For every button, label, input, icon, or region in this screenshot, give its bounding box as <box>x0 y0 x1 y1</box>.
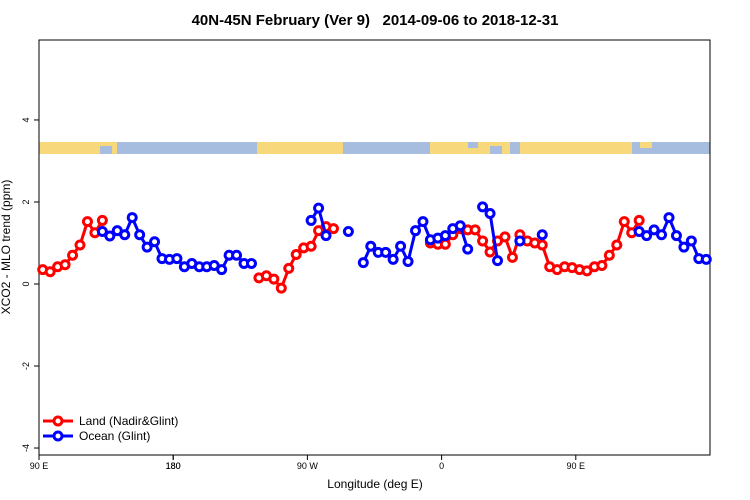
y-axis-title: XCO2 - MLO trend (ppm) <box>0 180 13 315</box>
data-point <box>700 253 712 265</box>
data-point <box>633 214 645 226</box>
legend-label: Ocean (Glint) <box>79 429 150 443</box>
data-point <box>477 235 489 247</box>
data-point <box>134 229 146 241</box>
data-point <box>81 216 93 228</box>
data-point <box>357 257 369 269</box>
data-point <box>596 260 608 272</box>
y-tick-label: 0 <box>21 281 31 286</box>
data-point <box>141 241 153 253</box>
data-point <box>245 257 257 269</box>
data-point <box>685 235 697 247</box>
data-point <box>417 216 429 228</box>
data-point <box>462 243 474 255</box>
data-point <box>641 230 653 242</box>
data-point <box>313 202 325 214</box>
data-point <box>96 214 108 226</box>
data-point <box>484 246 496 258</box>
x-tick-label: 180 <box>166 461 181 471</box>
data-point <box>477 201 489 213</box>
data-point <box>342 226 354 238</box>
data-point <box>469 224 481 236</box>
data-point <box>484 207 496 219</box>
legend-marker <box>52 430 64 442</box>
data-point <box>380 246 392 258</box>
legend-label: Land (Nadir&Glint) <box>79 414 178 428</box>
y-tick-label: 2 <box>21 199 31 204</box>
x-tick-label: 180 <box>166 461 181 471</box>
data-point <box>320 230 332 242</box>
data-point <box>283 262 295 274</box>
data-point <box>648 224 660 236</box>
data-point <box>454 220 466 232</box>
data-point <box>536 229 548 241</box>
y-tick-label: -2 <box>21 362 31 370</box>
data-point <box>216 264 228 276</box>
data-point <box>410 225 422 237</box>
x-tick-label: 90 E <box>30 461 49 471</box>
data-point <box>514 235 526 247</box>
data-point <box>149 236 161 248</box>
data-point <box>492 255 504 267</box>
series-line <box>42 218 641 292</box>
data-point <box>506 251 518 263</box>
data-point <box>44 266 56 278</box>
data-point <box>611 239 623 251</box>
x-tick-label: 90 E <box>567 461 586 471</box>
data-point <box>231 249 243 261</box>
data-point <box>290 248 302 260</box>
data-point <box>327 223 339 235</box>
data-point <box>67 249 79 261</box>
x-tick-label: 0 <box>439 461 444 471</box>
y-tick-label: 4 <box>21 117 31 122</box>
data-point <box>439 238 451 250</box>
data-point <box>104 230 116 242</box>
data-point <box>74 239 86 251</box>
data-point <box>603 249 615 261</box>
data-point <box>387 253 399 265</box>
data-point <box>96 226 108 238</box>
data-point <box>119 229 131 241</box>
plot-frame <box>38 39 711 456</box>
y-tick-label: -4 <box>21 444 31 452</box>
data-point <box>171 253 183 265</box>
legend-marker <box>52 415 64 427</box>
land-ocean-strip <box>39 142 710 154</box>
data-point <box>618 216 630 228</box>
data-point <box>305 240 317 252</box>
data-point <box>305 214 317 226</box>
data-point <box>59 259 71 271</box>
data-point <box>536 239 548 251</box>
data-point <box>395 240 407 252</box>
data-point <box>439 230 451 242</box>
data-point <box>670 230 682 242</box>
x-tick-label: 90 W <box>297 461 319 471</box>
data-point <box>268 273 280 285</box>
data-point <box>275 282 287 294</box>
x-axis-title: Longitude (deg E) <box>327 477 422 491</box>
data-point <box>678 241 690 253</box>
data-point <box>365 240 377 252</box>
data-point <box>663 212 675 224</box>
data-point <box>656 229 668 241</box>
data-point <box>499 231 511 243</box>
data-point <box>402 255 414 267</box>
chart-title: 40N-45N February (Ver 9) 2014-09-06 to 2… <box>192 12 559 29</box>
data-point <box>126 212 138 224</box>
